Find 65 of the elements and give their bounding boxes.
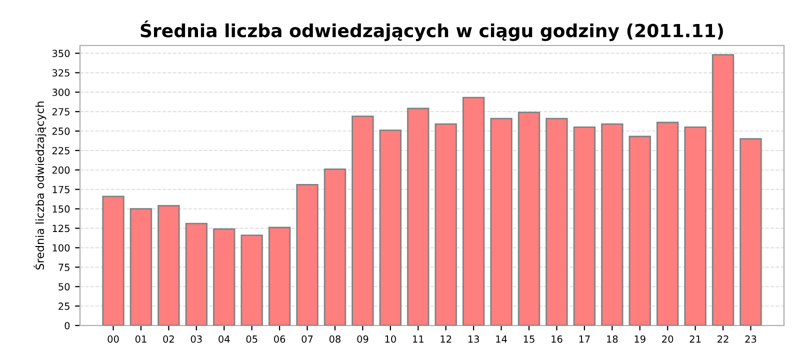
y-tick-label: 225 — [52, 146, 70, 154]
x-tick-label: 01 — [135, 335, 146, 343]
chart-title: Średnia liczba odwiedzających w ciągu godziny (2011.11) — [140, 20, 723, 42]
bar — [158, 205, 180, 326]
x-tick-label: 21 — [690, 335, 701, 343]
bar — [740, 138, 762, 326]
y-tick-label: 275 — [52, 108, 70, 116]
x-tick-label: 07 — [302, 335, 313, 343]
bar — [573, 126, 596, 326]
y-tick-label: 75 — [58, 264, 70, 271]
bar — [490, 118, 512, 326]
y-tick-label: 350 — [52, 50, 70, 58]
x-tick-label: 14 — [496, 336, 507, 343]
x-tick-label: 13 — [468, 335, 479, 343]
y-tick-label: 325 — [52, 69, 70, 77]
bar — [379, 130, 402, 326]
bar — [240, 234, 263, 326]
bar — [684, 126, 706, 326]
x-tick-label: 17 — [579, 336, 590, 343]
x-tick-label: 04 — [218, 335, 230, 343]
y-tick-label: 100 — [52, 244, 70, 252]
bar — [102, 196, 124, 326]
x-tick-label: 16 — [552, 335, 562, 343]
x-tick-label: 23 — [745, 335, 756, 343]
y-tick-label: 50 — [58, 283, 70, 290]
x-tick-label: 10 — [385, 335, 396, 343]
y-tick-label: 25 — [58, 302, 70, 310]
x-tick-label: 20 — [662, 335, 674, 343]
x-tick-label: 05 — [246, 335, 258, 343]
x-tick-label: 09 — [357, 335, 368, 343]
y-tick-label: 300 — [52, 88, 70, 96]
y-tick-label: 175 — [52, 186, 70, 194]
x-tick-label: 02 — [163, 335, 174, 343]
bar — [324, 168, 346, 326]
bar — [601, 123, 624, 326]
y-tick-label: 150 — [52, 205, 70, 213]
x-tick-label: 19 — [634, 335, 646, 343]
bar — [296, 184, 318, 326]
bar — [518, 112, 540, 326]
x-tick-label: 11 — [413, 336, 424, 343]
x-tick-label: 15 — [524, 336, 534, 343]
x-tick-label: 12 — [440, 335, 452, 343]
bar — [656, 122, 679, 326]
x-tick-label: 06 — [274, 335, 286, 343]
bar — [628, 136, 651, 326]
bar — [185, 222, 208, 326]
bar — [213, 228, 236, 326]
bar — [712, 54, 734, 326]
bar — [462, 96, 485, 326]
bar — [130, 208, 152, 326]
x-tick-label: 00 — [108, 335, 119, 343]
y-tick-label: 125 — [52, 224, 70, 232]
bar — [434, 123, 457, 326]
bar — [407, 108, 430, 326]
y-tick-label: 250 — [52, 128, 70, 135]
bar — [268, 226, 291, 326]
y-tick-label: 200 — [52, 166, 70, 174]
x-tick-label: 22 — [718, 335, 728, 343]
y-axis-title: Średnia liczba odwiedzających — [34, 102, 46, 270]
bar — [546, 118, 568, 326]
x-tick-label: 08 — [329, 335, 341, 343]
y-tick-label: 0 — [64, 322, 70, 330]
x-tick-label: 18 — [607, 335, 618, 343]
bar — [352, 116, 374, 326]
x-tick-label: 03 — [190, 335, 202, 343]
